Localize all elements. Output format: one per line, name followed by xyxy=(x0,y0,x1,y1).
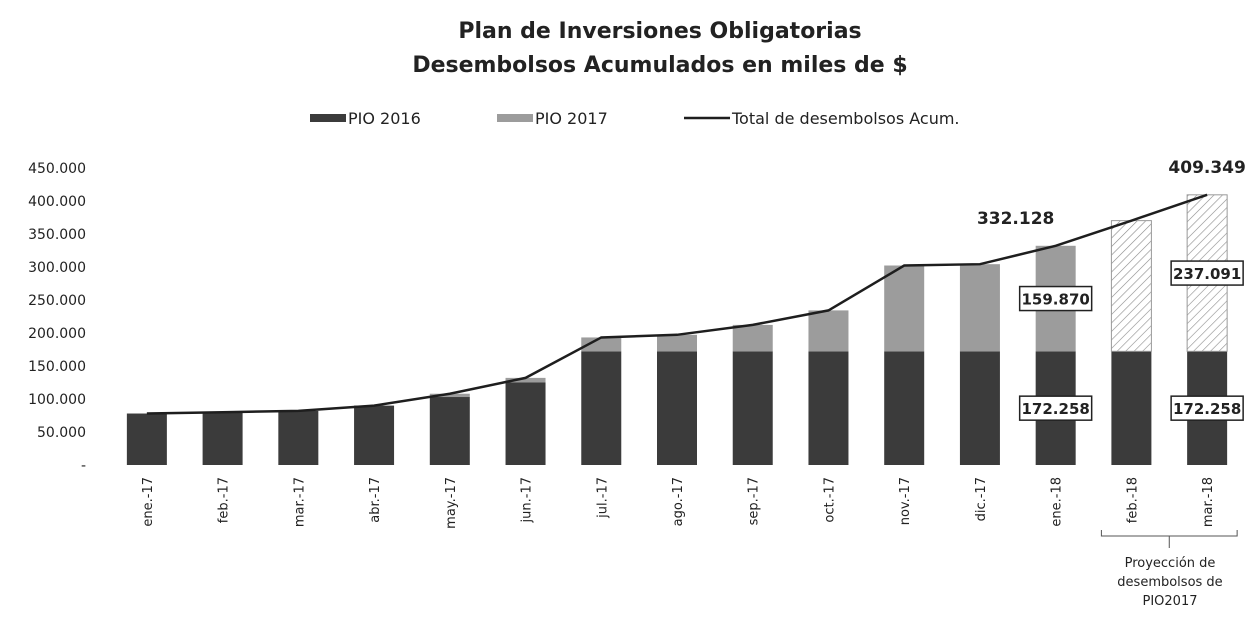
bar xyxy=(808,351,849,465)
legend-label: PIO 2017 xyxy=(535,109,608,128)
x-tick-label: mar.-17 xyxy=(292,477,307,527)
x-tick-label: mar.-18 xyxy=(1201,477,1216,527)
data-label: 237.091 xyxy=(1173,265,1241,283)
x-tick-label: ago.-17 xyxy=(671,477,686,526)
y-tick-label: 100.000 xyxy=(28,392,86,408)
bar xyxy=(808,310,849,352)
data-label-box xyxy=(1018,285,1093,312)
x-tick-label: may.-17 xyxy=(444,477,459,529)
bar xyxy=(505,377,546,383)
y-tick-label: 150.000 xyxy=(28,359,86,375)
data-label: 409.349 xyxy=(1168,158,1245,178)
x-tick-label: feb.-17 xyxy=(217,477,232,523)
bar xyxy=(1110,220,1152,352)
legend-label: PIO 2016 xyxy=(348,109,421,128)
bar xyxy=(505,382,546,465)
y-tick-label: 50.000 xyxy=(37,425,86,441)
x-tick-label: oct.-17 xyxy=(822,477,837,523)
bar xyxy=(884,351,925,465)
bar xyxy=(429,397,470,465)
bar xyxy=(278,410,319,465)
bar xyxy=(581,351,622,465)
y-tick-label: 450.000 xyxy=(28,161,86,177)
data-label-box xyxy=(1018,395,1093,421)
bar xyxy=(657,334,697,352)
x-tick-label: sep.-17 xyxy=(747,477,762,525)
data-label: 172.258 xyxy=(1173,400,1241,418)
x-tick-label: dic.-17 xyxy=(974,477,989,521)
bar xyxy=(126,413,167,465)
x-tick-label: ene.-17 xyxy=(141,477,156,527)
x-tick-label: ene.-18 xyxy=(1050,477,1065,527)
y-tick-label: - xyxy=(81,458,86,474)
data-label: 332.128 xyxy=(977,209,1054,229)
line xyxy=(146,193,1208,415)
bar xyxy=(657,351,697,465)
x-tick-label: abr.-17 xyxy=(368,477,383,523)
y-tick-label: 300.000 xyxy=(28,260,86,276)
y-tick-label: 200.000 xyxy=(28,326,86,342)
x-tick-label: jun.-17 xyxy=(520,477,535,523)
x-tick-label: feb.-18 xyxy=(1125,477,1140,523)
bar xyxy=(732,324,773,352)
bar xyxy=(354,405,395,465)
x-tick-label: nov.-17 xyxy=(898,477,913,525)
data-label-box xyxy=(1170,395,1244,421)
bar xyxy=(959,264,1000,352)
bar xyxy=(732,351,773,465)
legend-swatch xyxy=(310,114,346,122)
bar xyxy=(202,412,243,465)
bar xyxy=(1111,351,1152,465)
bar xyxy=(959,351,1000,465)
data-label: 159.870 xyxy=(1022,291,1090,309)
y-tick-label: 400.000 xyxy=(28,194,86,210)
annotation-bracket xyxy=(1100,530,1238,548)
legend-swatch xyxy=(497,114,533,122)
annotation: Proyección de desembolsos de PIO2017 xyxy=(1117,556,1223,609)
x-tick-label: jul.-17 xyxy=(595,477,610,519)
data-label-box xyxy=(1170,260,1244,286)
y-tick-label: 350.000 xyxy=(28,227,86,243)
bar xyxy=(884,265,925,352)
bar xyxy=(429,393,470,398)
chart-title: Plan de Inversiones Obligatorias xyxy=(458,19,861,44)
legend-label: Total de desembolsos Acum. xyxy=(731,109,960,128)
y-tick-label: 250.000 xyxy=(28,293,86,309)
data-label: 172.258 xyxy=(1022,400,1090,418)
bar xyxy=(581,337,622,352)
chart-subtitle: Desembolsos Acumulados en miles de $ xyxy=(412,53,907,78)
